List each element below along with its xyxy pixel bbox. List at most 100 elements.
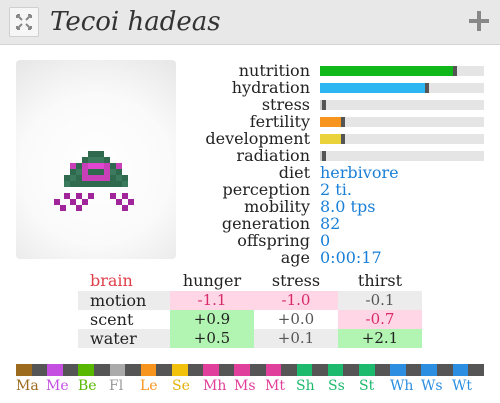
- brain-cell-water-hunger: +0.5: [170, 329, 254, 348]
- column-hunger: hunger: [182, 271, 242, 290]
- add-button[interactable]: [464, 6, 494, 36]
- genome-segment: [312, 364, 328, 376]
- genome-label-mh: Mh: [203, 378, 227, 394]
- genome-segment: [296, 364, 313, 376]
- genome-segment: [31, 364, 48, 376]
- column-stress: stress: [271, 271, 321, 290]
- stat-bar-marker: [341, 134, 345, 144]
- genome-segment: [468, 364, 484, 376]
- genome-label-be: Be: [78, 378, 97, 394]
- stat-label-hydration: hydration: [231, 78, 310, 97]
- genome-label-ma: Ma: [16, 378, 39, 394]
- stat-label-nutrition: nutrition: [238, 61, 310, 80]
- close-button[interactable]: [9, 7, 39, 37]
- creature-sprite: [54, 151, 134, 211]
- info-label-age: age: [280, 248, 310, 267]
- info-label-diet: diet: [278, 163, 310, 182]
- genome-segment: [156, 364, 172, 376]
- stat-bar-fill: [320, 117, 341, 127]
- stat-bar-fill: [320, 151, 322, 161]
- stat-bar-nutrition: [320, 66, 484, 76]
- genome-segment: [437, 364, 453, 376]
- stat-bar-marker: [322, 100, 326, 110]
- genome-segment: [93, 364, 110, 376]
- genome-label-le: Le: [140, 378, 158, 394]
- stat-bar-marker: [341, 117, 345, 127]
- genome-segment: [203, 364, 219, 376]
- genome-segment: [218, 364, 235, 376]
- close-x-icon: [16, 14, 32, 30]
- genome-segment: [359, 364, 375, 376]
- genome-segment: [265, 364, 282, 376]
- genome-label-se: Se: [172, 378, 190, 394]
- stat-bar-fertility: [320, 117, 484, 127]
- brain-cell-motion-thirst: -0.1: [365, 291, 395, 309]
- info-label-perception: perception: [222, 180, 310, 199]
- brain-row-scent: scent: [90, 310, 134, 329]
- info-label-offspring: offspring: [237, 231, 310, 250]
- genome-segment: [374, 364, 391, 376]
- stat-bar-fill: [320, 66, 453, 76]
- genome-segment: [327, 364, 344, 376]
- info-label-generation: generation: [221, 214, 310, 233]
- window-header: Tecoi hadeas: [0, 0, 500, 45]
- info-value-diet: herbivore: [320, 163, 399, 182]
- genome-label-ms: Ms: [234, 378, 256, 394]
- genome-segment: [421, 364, 438, 376]
- genome-strip: [16, 364, 484, 376]
- genome-segment: [16, 364, 32, 376]
- genome-segment: [47, 364, 63, 376]
- brain-row-motion: motion: [90, 291, 147, 310]
- genome-label-ss: Ss: [328, 378, 345, 394]
- stat-bar-fill: [320, 134, 341, 144]
- info-value-generation: 82: [320, 214, 341, 233]
- brain-cell-motion-hunger: -1.1: [170, 291, 254, 310]
- organism-title: Tecoi hadeas: [50, 7, 221, 37]
- genome-label-mt: Mt: [265, 378, 285, 394]
- stat-bar-radiation: [320, 151, 484, 161]
- info-label-mobility: mobility: [244, 197, 310, 216]
- stat-bar-marker: [453, 66, 457, 76]
- brain-cell-water-stress: +0.1: [277, 329, 315, 347]
- genome-labels: Ma Me Be Fl Le Se Mh Ms Mt Sh Ss St Wh Ws Wt: [0, 376, 500, 396]
- stat-label-radiation: radiation: [236, 146, 310, 165]
- genome-segment: [171, 364, 188, 376]
- brain-row-water: water: [90, 329, 137, 348]
- genome-segment: [234, 364, 250, 376]
- info-value-perception: 2 ti.: [320, 180, 352, 199]
- organism-portrait: [16, 60, 176, 259]
- genome-segment: [343, 364, 360, 376]
- stat-bar-development: [320, 134, 484, 144]
- genome-label-st: St: [359, 378, 375, 394]
- genome-segment: [109, 364, 126, 376]
- genome-label-fl: Fl: [109, 378, 124, 394]
- genome-segment: [187, 364, 204, 376]
- info-value-age: 0:00:17: [320, 248, 382, 267]
- stat-label-stress: stress: [261, 95, 310, 114]
- brain-cell-motion-stress: -1.0: [254, 291, 338, 310]
- genome-segment: [390, 364, 406, 376]
- brain-cell-scent-stress: +0.0: [277, 310, 315, 328]
- genome-segment: [78, 364, 94, 376]
- genome-label-wh: Wh: [390, 378, 414, 394]
- brain-cell-scent-thirst: -0.7: [338, 310, 422, 329]
- genome-segment: [452, 364, 469, 376]
- brain-title: brain: [90, 271, 133, 290]
- genome-label-ws: Ws: [421, 378, 443, 394]
- stat-label-development: development: [205, 129, 310, 148]
- genome-segment: [249, 364, 266, 376]
- column-thirst: thirst: [357, 271, 403, 290]
- info-value-mobility: 8.0 tps: [320, 197, 376, 216]
- stat-bar-fill: [320, 100, 322, 110]
- genome-segment: [281, 364, 297, 376]
- genome-segment: [62, 364, 79, 376]
- stat-bar-marker: [425, 83, 429, 93]
- genome-label-wt: Wt: [452, 378, 473, 394]
- stat-bar-hydration: [320, 83, 484, 93]
- stat-label-fertility: fertility: [249, 112, 310, 131]
- genome-label-sh: Sh: [296, 378, 315, 394]
- genome-segment: [125, 364, 141, 376]
- info-value-offspring: 0: [320, 231, 331, 250]
- genome-label-me: Me: [46, 378, 69, 394]
- genome-segment: [405, 364, 422, 376]
